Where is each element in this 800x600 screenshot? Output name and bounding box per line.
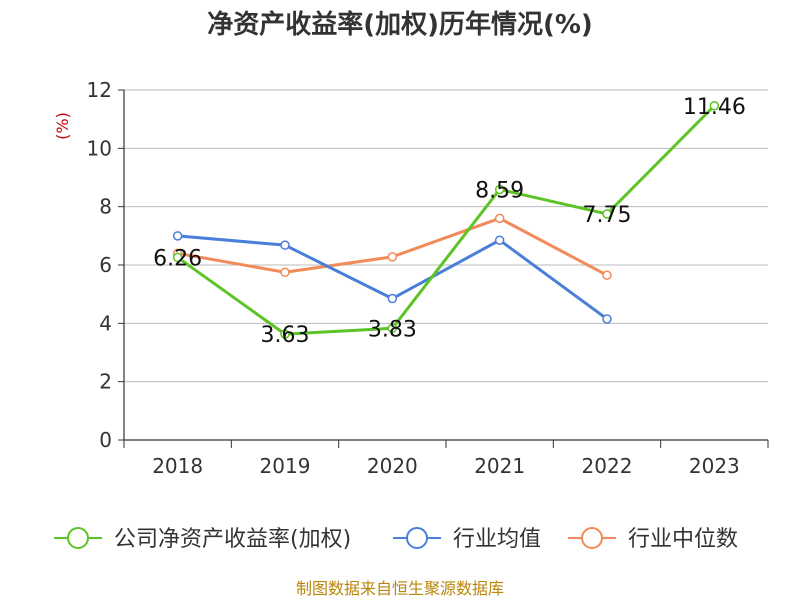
axes: 0 2 4 6 8 10 12 2018 2019 2020 2021 2022 2023 [87, 78, 769, 478]
data-point [602, 314, 612, 324]
data-point [172, 231, 183, 241]
legend-label: 行业均值 [453, 527, 541, 552]
y-tick-label: 6 [99, 253, 112, 277]
y-axis-label: (%) [53, 112, 72, 140]
x-tick-label: 2019 [260, 454, 311, 478]
series-2 [172, 213, 612, 280]
y-tick-label: 12 [87, 78, 112, 102]
data-label: 8.59 [475, 178, 524, 203]
x-tick-label: 2020 [367, 454, 418, 478]
data-label: 3.63 [261, 323, 310, 348]
legend-label: 行业中位数 [628, 527, 738, 552]
y-tick-label: 4 [99, 311, 112, 335]
data-label: 3.83 [368, 317, 417, 342]
data-point [387, 323, 398, 334]
legend-item: 公司净资产收益率(加权) [54, 527, 351, 552]
x-tick-label: 2023 [689, 454, 740, 478]
data-point [494, 184, 505, 195]
legend-label: 公司净资产收益率(加权) [114, 527, 351, 552]
data-label: 11.46 [683, 95, 746, 120]
data-point [280, 240, 290, 250]
y-tick-label: 10 [87, 136, 112, 160]
data-point [602, 209, 612, 219]
series-group: 6.26 3.63 3.83 8.59 7.75 11.46 [153, 95, 746, 348]
data-point [280, 329, 290, 339]
grid-lines [124, 89, 768, 383]
data-point [280, 267, 290, 278]
data-point [709, 101, 720, 111]
y-tick-label: 2 [99, 370, 112, 394]
y-tick-label: 8 [99, 195, 112, 219]
data-point [494, 235, 505, 245]
series-line [176, 104, 716, 336]
legend-marker [406, 527, 428, 549]
data-point [387, 252, 398, 262]
legend-item: 行业均值 [393, 527, 541, 552]
x-tick-label: 2018 [152, 454, 203, 478]
data-point [602, 270, 612, 280]
series-0: 6.26 3.63 3.83 8.59 7.75 11.46 [153, 95, 746, 348]
series-line [177, 216, 608, 277]
y-tick-label: 0 [99, 428, 112, 452]
chart-title: 净资产收益率(加权)历年情况(%) [207, 9, 593, 40]
series-line [177, 234, 608, 321]
legend-marker [581, 527, 603, 549]
data-point [172, 252, 183, 263]
x-tick-label: 2022 [582, 454, 633, 478]
data-point [387, 293, 398, 304]
data-label: 7.75 [583, 203, 632, 228]
x-tick-label: 2021 [474, 454, 525, 478]
data-point [494, 213, 505, 224]
data-label: 6.26 [153, 246, 202, 271]
legend-item: 行业中位数 [568, 527, 738, 552]
legend-marker [67, 527, 89, 549]
series-1 [172, 231, 612, 324]
source-note: 制图数据来自恒生聚源数据库 [296, 579, 504, 598]
legend: 公司净资产收益率(加权) 行业均值 行业中位数 [54, 527, 738, 552]
